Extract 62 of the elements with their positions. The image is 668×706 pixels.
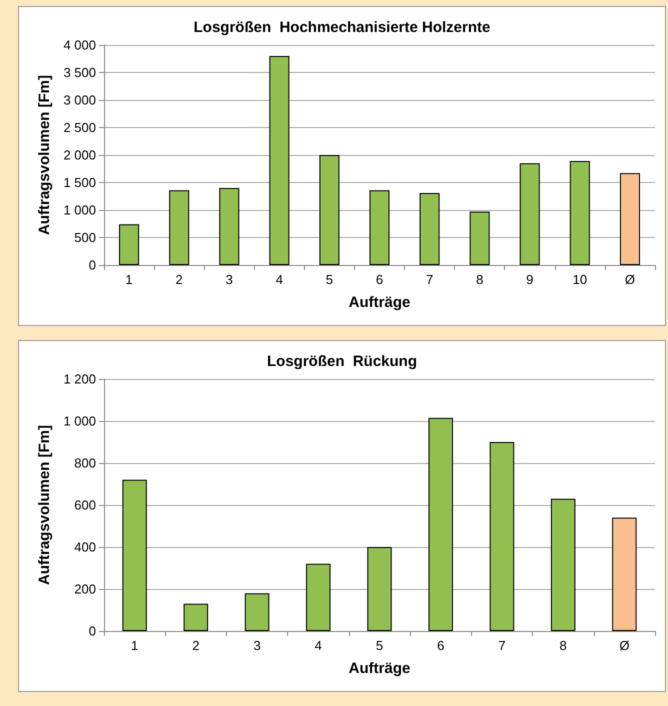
y-tick-label: 2 000 (63, 148, 96, 162)
x-tick-label: 3 (253, 638, 261, 653)
bar (306, 564, 331, 631)
bar (184, 604, 208, 631)
x-tick-label: 5 (376, 638, 384, 653)
x-tick-label: 10 (572, 272, 588, 287)
x-tick-label: 1 (125, 272, 133, 287)
bar (612, 518, 637, 631)
bar (470, 212, 490, 265)
y-tick-label: 0 (88, 624, 96, 638)
y-tick-label: 1 000 (63, 202, 96, 218)
bar (367, 547, 392, 631)
y-tick-label: 2 500 (63, 120, 96, 135)
y-tick-label: 1 200 (63, 372, 96, 386)
x-tick-label: 7 (498, 638, 506, 653)
bar (420, 192, 440, 265)
x-tick-label: Ø (624, 272, 636, 287)
y-axis-title: Auftragsvolumen [Fm] (36, 74, 53, 236)
chart-title: Losgrößen Hochmechanisierte Holzernte (194, 19, 490, 36)
bar (122, 480, 147, 631)
bar (550, 498, 576, 631)
x-tick-label: 2 (192, 638, 200, 653)
y-tick-label: 1 500 (63, 175, 96, 190)
y-tick-label: 200 (74, 582, 96, 596)
x-tick-label: Ø (619, 638, 630, 653)
y-axis-title: Auftragsvolumen [Fm] (36, 424, 53, 586)
x-tick-label: 3 (226, 272, 233, 287)
bar (119, 224, 140, 265)
x-axis-title: Aufträge (348, 660, 410, 677)
x-tick-label: 8 (476, 272, 484, 287)
y-tick-label: 500 (74, 230, 96, 245)
x-tick-label: 1 (130, 638, 138, 653)
bar (219, 188, 240, 265)
x-tick-label: 8 (560, 638, 567, 653)
chart-title: Losgrößen Rückung (267, 353, 417, 370)
x-tick-label: 6 (437, 638, 444, 653)
x-tick-label: 5 (326, 272, 334, 287)
bar (369, 190, 390, 265)
y-tick-label: 3 500 (63, 65, 96, 80)
y-tick-label: 1 000 (63, 414, 96, 428)
x-tick-label: 4 (276, 272, 283, 287)
y-tick-label: 0 (88, 258, 96, 272)
bar (244, 593, 270, 631)
x-tick-label: 4 (314, 638, 322, 653)
x-tick-label: 9 (526, 272, 534, 287)
y-tick-label: 800 (74, 456, 96, 470)
x-tick-label: 2 (176, 272, 183, 287)
bar (490, 442, 514, 631)
y-tick-label: 4 000 (63, 38, 96, 52)
bar (169, 190, 190, 265)
bar (620, 173, 640, 265)
bar (319, 155, 340, 265)
y-tick-label: 600 (74, 498, 96, 512)
x-tick-label: 7 (426, 272, 434, 287)
bar (428, 418, 453, 631)
y-tick-label: 3 000 (63, 92, 96, 108)
x-axis-title: Aufträge (348, 294, 410, 311)
bar (570, 161, 590, 265)
bar (269, 56, 290, 265)
y-tick-label: 400 (74, 540, 96, 554)
bar (520, 163, 540, 265)
x-tick-label: 6 (376, 272, 384, 287)
